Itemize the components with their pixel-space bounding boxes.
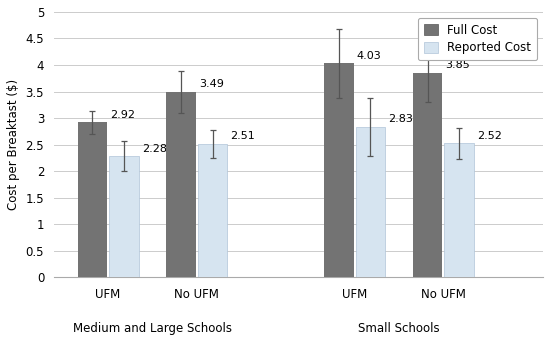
Text: 2.51: 2.51 bbox=[230, 131, 255, 141]
Text: 3.49: 3.49 bbox=[199, 79, 224, 89]
Text: Medium and Large Schools: Medium and Large Schools bbox=[73, 321, 232, 335]
Text: 4.03: 4.03 bbox=[356, 51, 381, 61]
Text: Small Schools: Small Schools bbox=[358, 321, 440, 335]
Bar bbox=[78, 122, 107, 277]
Y-axis label: Cost per Breaktast ($): Cost per Breaktast ($) bbox=[7, 79, 20, 210]
Legend: Full Cost, Reported Cost: Full Cost, Reported Cost bbox=[418, 18, 537, 61]
Bar bbox=[444, 144, 474, 277]
Text: 2.92: 2.92 bbox=[110, 110, 135, 120]
Text: 2.28: 2.28 bbox=[142, 144, 167, 153]
Bar bbox=[356, 127, 385, 277]
Bar bbox=[109, 156, 139, 277]
Text: 2.52: 2.52 bbox=[477, 131, 502, 141]
Bar bbox=[413, 73, 442, 277]
Bar bbox=[324, 64, 354, 277]
Bar bbox=[166, 92, 196, 277]
Bar bbox=[198, 144, 228, 277]
Text: 3.85: 3.85 bbox=[446, 60, 470, 70]
Text: 2.83: 2.83 bbox=[388, 114, 413, 124]
